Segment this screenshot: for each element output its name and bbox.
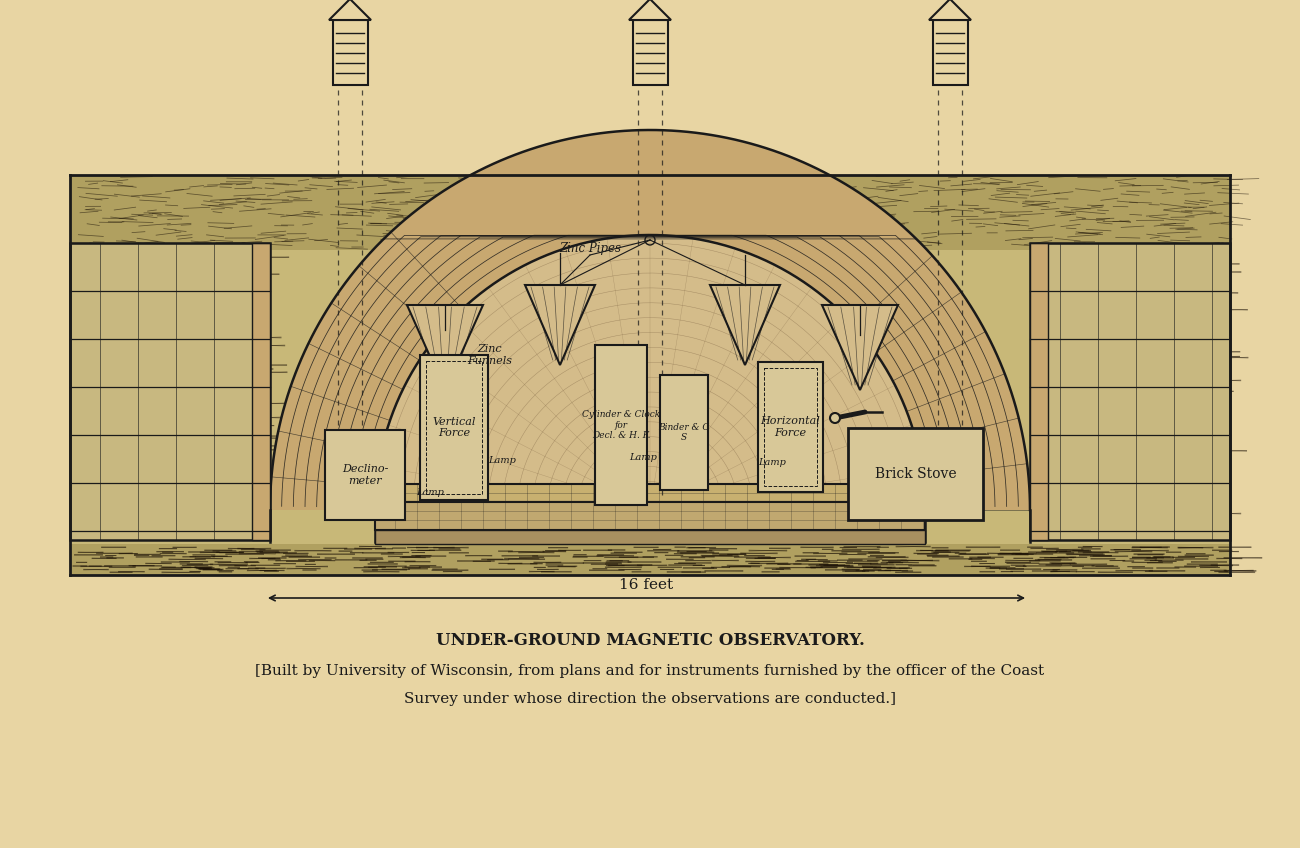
Bar xyxy=(933,20,968,85)
Bar xyxy=(374,502,926,530)
Text: Brick Stove: Brick Stove xyxy=(875,467,957,481)
Bar xyxy=(252,243,270,540)
Text: Vertical
Force: Vertical Force xyxy=(433,416,476,438)
Bar xyxy=(70,544,1230,575)
Text: Declino-
meter: Declino- meter xyxy=(342,464,389,486)
Polygon shape xyxy=(930,0,971,20)
Text: 16 feet: 16 feet xyxy=(619,578,673,592)
Circle shape xyxy=(829,413,840,423)
Text: Lamp: Lamp xyxy=(488,456,516,465)
Text: Lamp: Lamp xyxy=(629,453,656,462)
Text: Horizontal
Force: Horizontal Force xyxy=(760,416,820,438)
Bar xyxy=(420,355,488,500)
Bar xyxy=(1030,243,1048,540)
Text: UNDER-GROUND MAGNETIC OBSERVATORY.: UNDER-GROUND MAGNETIC OBSERVATORY. xyxy=(436,632,864,649)
Polygon shape xyxy=(329,0,370,20)
Bar xyxy=(660,375,708,490)
Bar xyxy=(70,243,270,540)
Bar xyxy=(595,345,647,505)
Text: Zinc
Funnels: Zinc Funnels xyxy=(468,344,512,365)
Bar xyxy=(633,20,668,85)
Text: Cylinder & Clock
for
Decl. & H. F.: Cylinder & Clock for Decl. & H. F. xyxy=(582,410,660,440)
Bar xyxy=(1030,243,1230,540)
Text: Lamp: Lamp xyxy=(416,488,443,497)
Text: [Built by University of Wisconsin, from plans and for instruments furnished by t: [Built by University of Wisconsin, from … xyxy=(255,664,1045,678)
Polygon shape xyxy=(374,235,926,510)
Bar xyxy=(764,368,816,486)
Bar xyxy=(374,484,926,502)
Text: Lamp: Lamp xyxy=(758,458,786,467)
Polygon shape xyxy=(710,285,780,365)
Polygon shape xyxy=(407,305,484,390)
Text: Survey under whose direction the observations are conducted.]: Survey under whose direction the observa… xyxy=(404,692,896,706)
Bar xyxy=(70,175,1230,575)
Text: Zinc Pipes: Zinc Pipes xyxy=(559,242,621,255)
Bar xyxy=(758,362,823,492)
Bar xyxy=(426,361,482,494)
Text: Binder & C
S: Binder & C S xyxy=(658,423,710,442)
Bar xyxy=(1030,243,1230,540)
Bar xyxy=(325,430,406,520)
Bar xyxy=(70,243,270,540)
Bar xyxy=(333,20,368,85)
Bar xyxy=(848,428,983,520)
Bar xyxy=(70,175,1230,250)
Polygon shape xyxy=(822,305,898,390)
Bar xyxy=(374,530,926,544)
Polygon shape xyxy=(525,285,595,365)
Polygon shape xyxy=(270,130,1030,510)
Polygon shape xyxy=(629,0,671,20)
